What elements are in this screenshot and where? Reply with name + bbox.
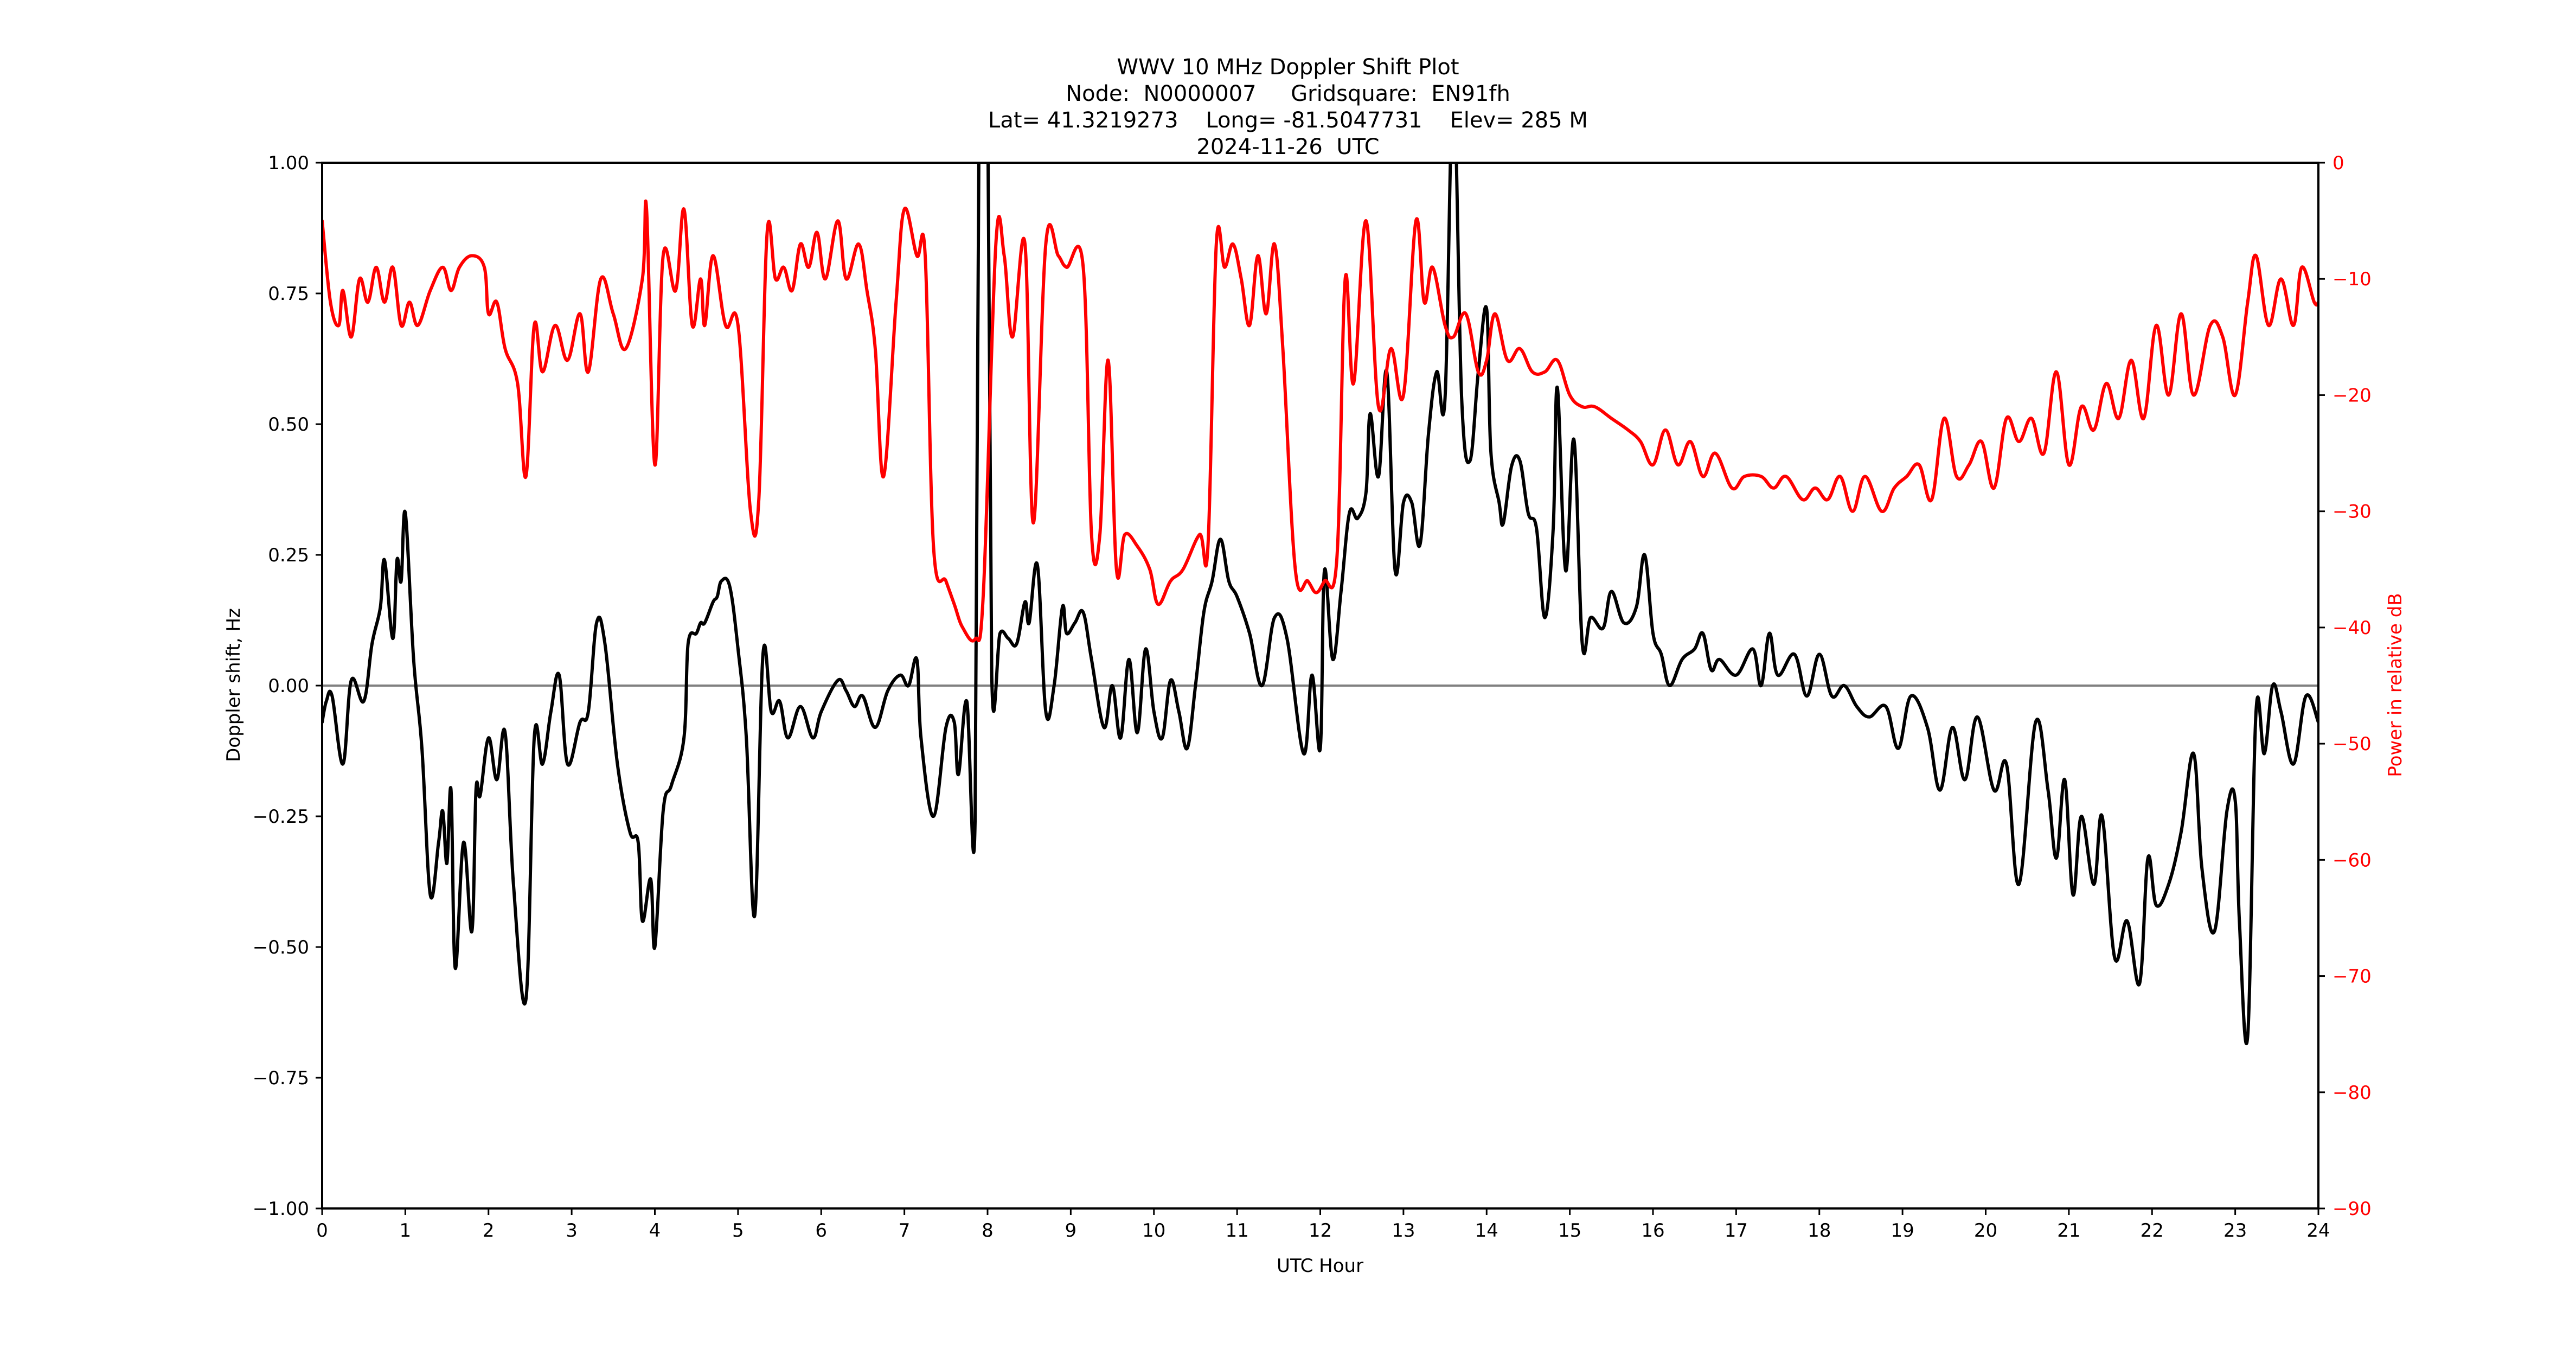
title-line-node: Node: N0000007 Gridsquare: EN91fh (1066, 81, 1510, 106)
y-axis-label-right: Power in relative dB (2385, 593, 2406, 777)
right-tick-label: −50 (2333, 733, 2372, 755)
x-tick-label: 13 (1392, 1220, 1415, 1242)
title-line-main: WWV 10 MHz Doppler Shift Plot (1117, 55, 1459, 80)
x-tick-label: 23 (2223, 1220, 2247, 1242)
right-tick-label: −70 (2333, 966, 2372, 988)
left-tick-label: 0.50 (268, 414, 309, 436)
x-tick-label: 7 (899, 1220, 911, 1242)
right-y-axis: 0 −10 −20 −30 −40 −50 −60 −70 −80 −90 (2318, 152, 2372, 1220)
right-tick-label: 0 (2333, 152, 2344, 174)
x-tick-label: 15 (1558, 1220, 1581, 1242)
left-y-axis: 1.00 0.75 0.50 0.25 0.00 −0.25 −0.50 −0.75 −1.00 (253, 152, 322, 1220)
chart-title: WWV 10 MHz Doppler Shift Plot Node: N000… (0, 54, 2576, 161)
x-axis-label: UTC Hour (1277, 1255, 1363, 1277)
power-series-line (322, 199, 2318, 643)
right-tick-label: −60 (2333, 849, 2372, 871)
left-tick-label: 0.25 (268, 545, 309, 566)
x-tick-label: 18 (1808, 1220, 1831, 1242)
left-tick-label: −0.25 (253, 806, 309, 828)
x-tick-label: 24 (2306, 1220, 2330, 1242)
x-tick-label: 9 (1065, 1220, 1077, 1242)
right-tick-label: −10 (2333, 268, 2372, 290)
left-tick-label: 1.00 (268, 152, 309, 174)
x-tick-label: 20 (1974, 1220, 1997, 1242)
y-axis-label-left: Doppler shift, Hz (223, 608, 245, 762)
x-tick-label: 11 (1225, 1220, 1248, 1242)
title-line-date: 2024-11-26 UTC (1196, 135, 1380, 159)
x-tick-label: 21 (2057, 1220, 2080, 1242)
left-tick-label: −0.75 (253, 1067, 309, 1089)
right-tick-label: −80 (2333, 1082, 2372, 1104)
x-tick-label: 0 (316, 1220, 328, 1242)
right-tick-label: −40 (2333, 617, 2372, 639)
right-tick-label: −90 (2333, 1198, 2372, 1220)
x-tick-label: 14 (1475, 1220, 1498, 1242)
x-tick-label: 4 (649, 1220, 661, 1242)
x-tick-label: 8 (982, 1220, 994, 1242)
series-layer (322, 163, 2318, 1045)
x-tick-label: 3 (566, 1220, 578, 1242)
x-tick-label: 2 (483, 1220, 495, 1242)
x-tick-label: 1 (400, 1220, 412, 1242)
x-tick-label: 17 (1725, 1220, 1748, 1242)
x-tick-label: 12 (1309, 1220, 1332, 1242)
right-tick-label: −20 (2333, 385, 2372, 406)
x-tick-label: 5 (732, 1220, 744, 1242)
x-tick-label: 10 (1142, 1220, 1165, 1242)
doppler-series-line (322, 163, 2318, 1045)
x-axis: 0 1 2 3 4 5 6 7 8 9 10 11 12 13 14 15 16 17 18 19 20 21 22 23 24 (316, 1208, 2330, 1242)
right-tick-label: −30 (2333, 501, 2372, 523)
left-tick-label: 0.75 (268, 283, 309, 305)
left-tick-label: −0.50 (253, 937, 309, 958)
title-line-location: Lat= 41.3219273 Long= -81.5047731 Elev= … (988, 108, 1588, 133)
left-tick-label: 0.00 (268, 675, 309, 697)
left-tick-label: −1.00 (253, 1198, 309, 1220)
x-tick-label: 6 (815, 1220, 827, 1242)
x-tick-label: 22 (2141, 1220, 2164, 1242)
x-tick-label: 19 (1891, 1220, 1914, 1242)
x-tick-label: 16 (1641, 1220, 1664, 1242)
